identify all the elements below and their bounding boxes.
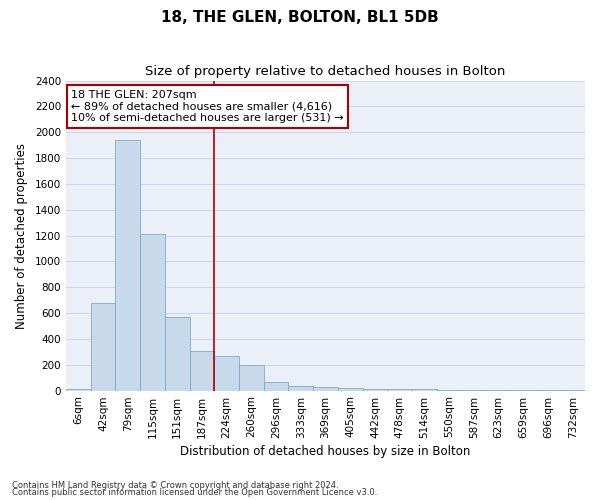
Y-axis label: Number of detached properties: Number of detached properties xyxy=(15,142,28,328)
Bar xyxy=(165,317,190,390)
Text: Contains HM Land Registry data © Crown copyright and database right 2024.: Contains HM Land Registry data © Crown c… xyxy=(12,480,338,490)
Text: 18 THE GLEN: 207sqm
← 89% of detached houses are smaller (4,616)
10% of semi-det: 18 THE GLEN: 207sqm ← 89% of detached ho… xyxy=(71,90,344,123)
Bar xyxy=(140,234,165,390)
Text: Contains public sector information licensed under the Open Government Licence v3: Contains public sector information licen… xyxy=(12,488,377,497)
X-axis label: Distribution of detached houses by size in Bolton: Distribution of detached houses by size … xyxy=(181,444,471,458)
Bar xyxy=(289,386,313,390)
Bar xyxy=(362,388,388,390)
Bar xyxy=(91,302,115,390)
Bar xyxy=(115,140,140,390)
Bar xyxy=(214,356,239,390)
Bar xyxy=(338,388,362,390)
Bar xyxy=(190,351,214,391)
Title: Size of property relative to detached houses in Bolton: Size of property relative to detached ho… xyxy=(145,65,506,78)
Text: 18, THE GLEN, BOLTON, BL1 5DB: 18, THE GLEN, BOLTON, BL1 5DB xyxy=(161,10,439,25)
Bar xyxy=(239,366,264,390)
Bar xyxy=(313,388,338,390)
Bar xyxy=(264,382,289,390)
